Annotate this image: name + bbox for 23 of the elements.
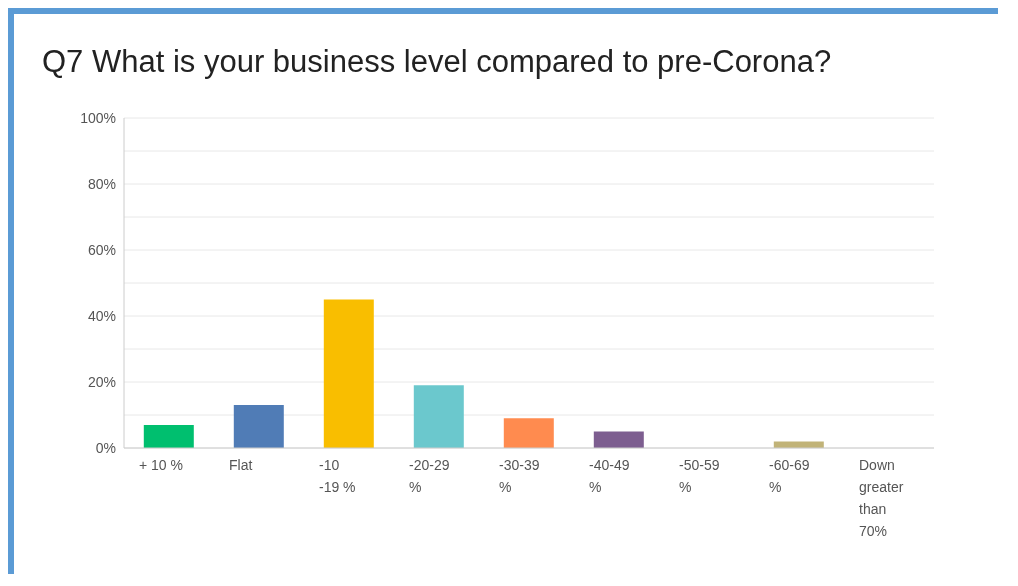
x-tick-label: -50-59 % <box>679 457 720 495</box>
y-tick-label: 60% <box>87 241 116 258</box>
y-tick-label: 0% <box>95 439 116 456</box>
bar <box>323 299 374 448</box>
x-tick-label: -10 -19 % <box>319 457 356 495</box>
bar <box>143 424 194 448</box>
x-tick-label: -60-69 % <box>769 457 810 495</box>
y-tick-label: 80% <box>87 175 116 192</box>
x-tick-label: Flat <box>229 457 253 473</box>
bar <box>773 441 824 448</box>
bar <box>413 385 464 448</box>
chart-title: Q7 What is your business level compared to pre-Corona? <box>41 43 833 81</box>
bar <box>593 431 644 448</box>
bar <box>233 405 284 448</box>
y-tick-label: 40% <box>87 307 116 324</box>
x-tick-label: + 10 % <box>139 457 183 473</box>
y-tick-label: 20% <box>87 373 116 390</box>
x-tick-label: -30-39 % <box>499 457 540 495</box>
x-tick-label: -40-49 % <box>589 457 630 495</box>
x-tick-label: Down greater than 70% <box>859 457 904 539</box>
x-tick-label: -20-29 % <box>409 457 450 495</box>
bar <box>503 418 554 448</box>
y-tick-label: 100% <box>80 109 116 126</box>
